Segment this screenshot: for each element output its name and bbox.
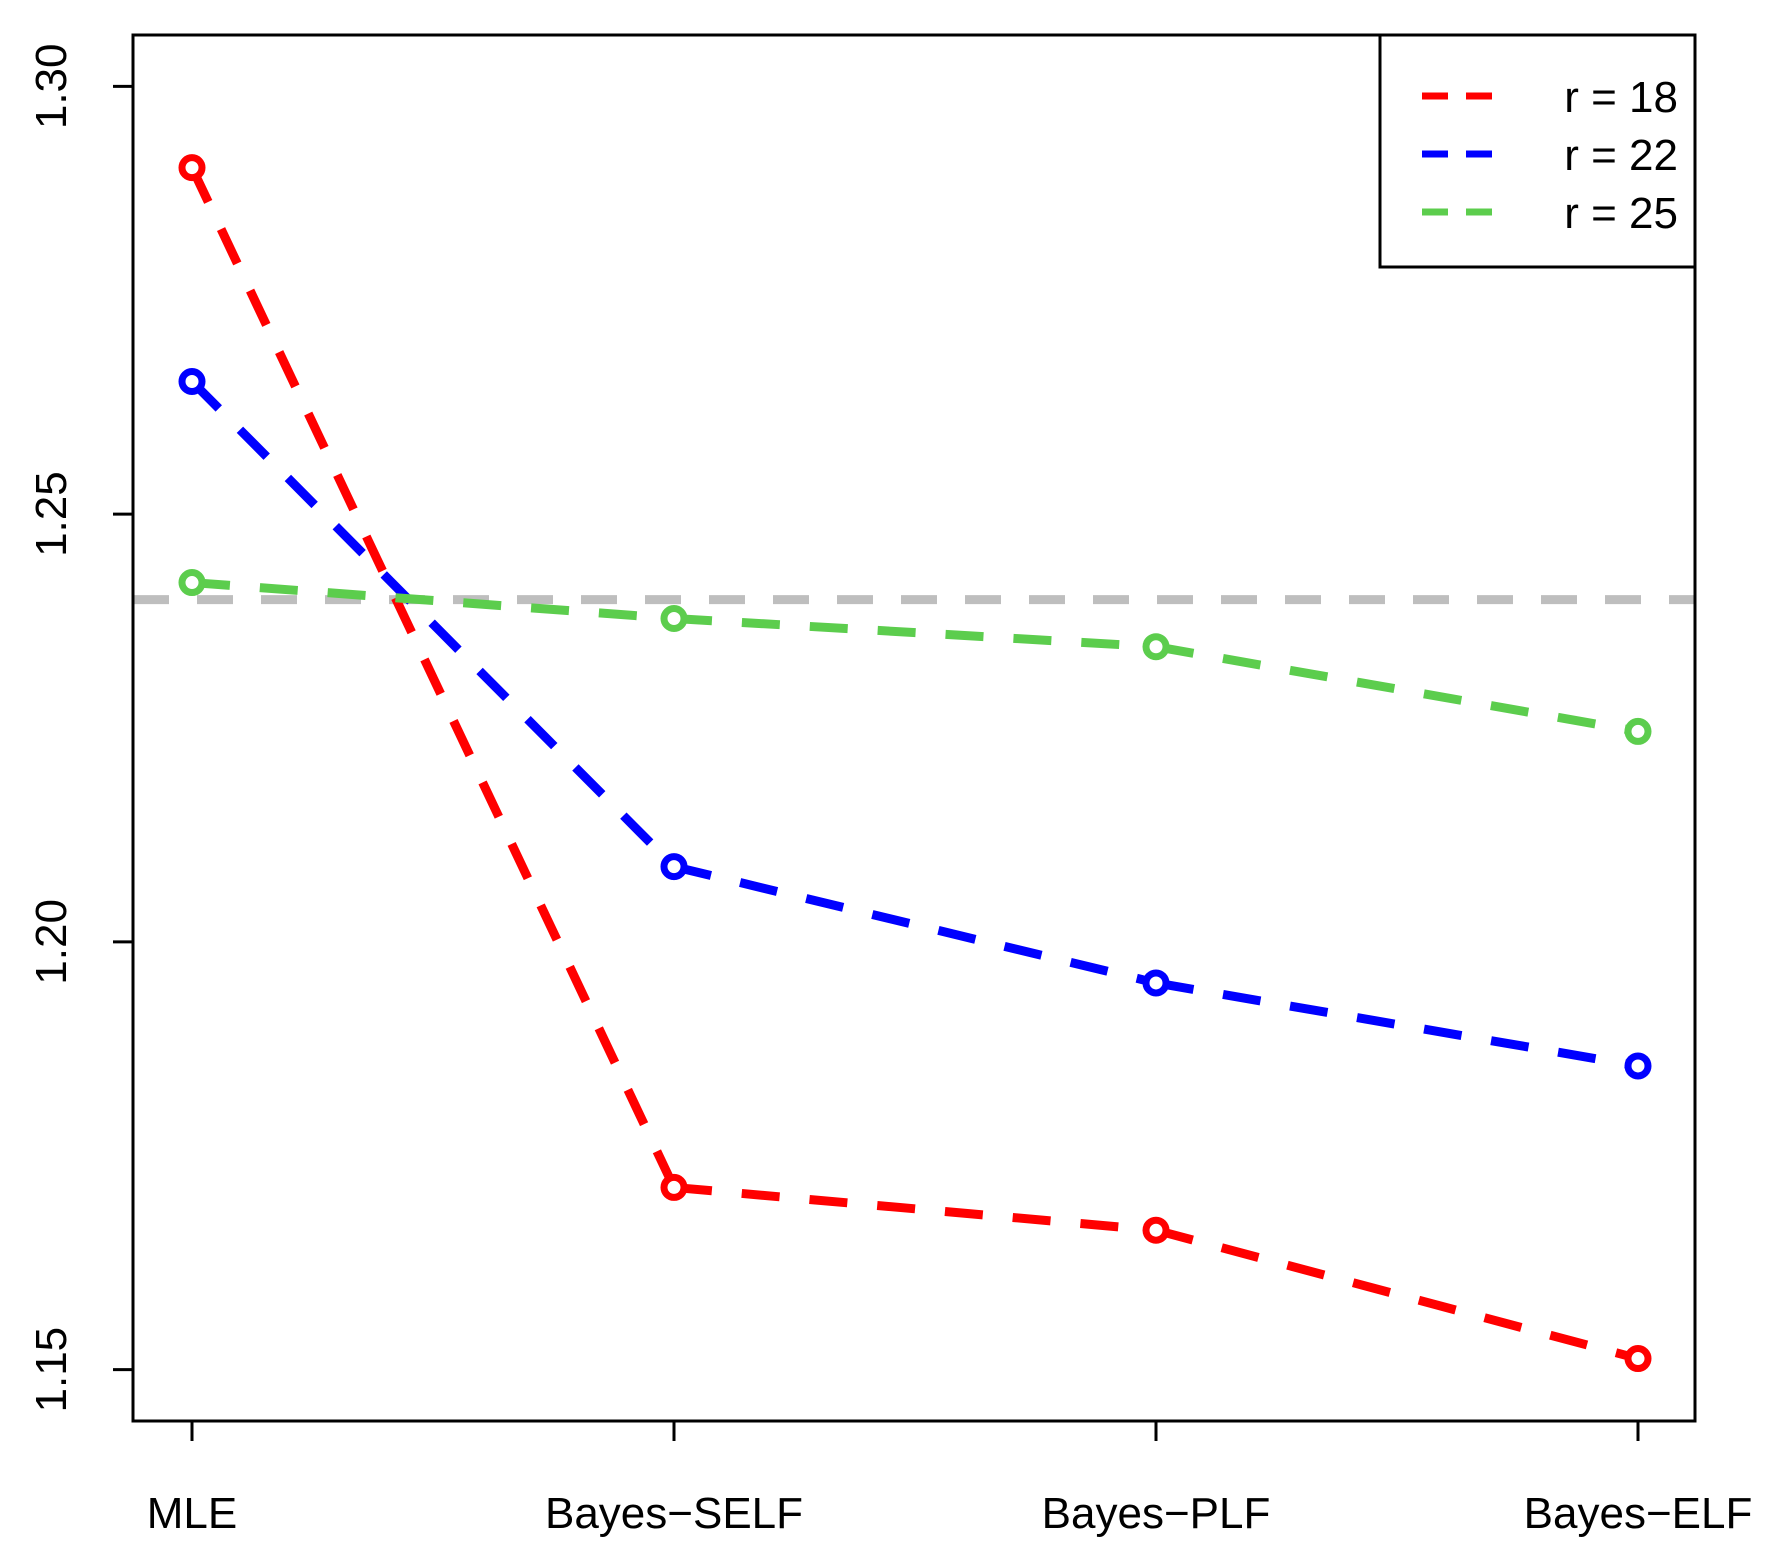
series-layer [178,154,1652,1373]
series-2-point [1142,969,1170,997]
x-tick-label: MLE [147,1489,237,1538]
series-3-point [1624,717,1652,745]
series-3 [178,569,1652,745]
series-3-segment [673,613,1157,652]
series-1-point [660,1173,688,1201]
series-2 [178,368,1652,1080]
legend-label: r = 18 [1564,73,1678,122]
legend: r = 18 r = 22 r = 25 [1378,33,1697,269]
series-3-point [660,604,688,632]
legend-label: r = 25 [1564,189,1678,238]
x-tick-label: Bayes−ELF [1524,1489,1753,1538]
series-1-point [178,154,206,182]
y-tick-label: 1.20 [27,899,76,985]
series-3-point [1142,633,1170,661]
x-tick-label: Bayes−SELF [545,1489,803,1538]
series-1-segment [673,1182,1157,1235]
series-3-segment [1155,642,1639,736]
y-tick-label: 1.15 [27,1327,76,1413]
series-1 [178,154,1652,1373]
y-tick-label: 1.25 [27,471,76,557]
series-2-segment [672,862,1158,988]
series-1-point [1624,1345,1652,1373]
series-2-point [178,368,206,395]
x-axis: MLE Bayes−SELF Bayes−PLF Bayes−ELF [147,1421,1753,1538]
legend-label: r = 22 [1564,131,1678,180]
plot-frame [131,33,1697,1423]
y-tick-label: 1.30 [27,44,76,130]
x-tick-label: Bayes−PLF [1042,1489,1271,1538]
series-1-segment [187,165,679,1190]
series-1-point [1142,1216,1170,1244]
series-2-segment [1155,978,1639,1071]
series-2-point [660,853,688,881]
series-2-point [1624,1052,1652,1080]
series-3-segment [191,578,675,623]
y-axis: 1.15 1.20 1.25 1.30 [27,44,133,1413]
series-2-segment [188,378,678,870]
series-3-point [178,569,206,597]
series-1-segment [1154,1225,1640,1363]
